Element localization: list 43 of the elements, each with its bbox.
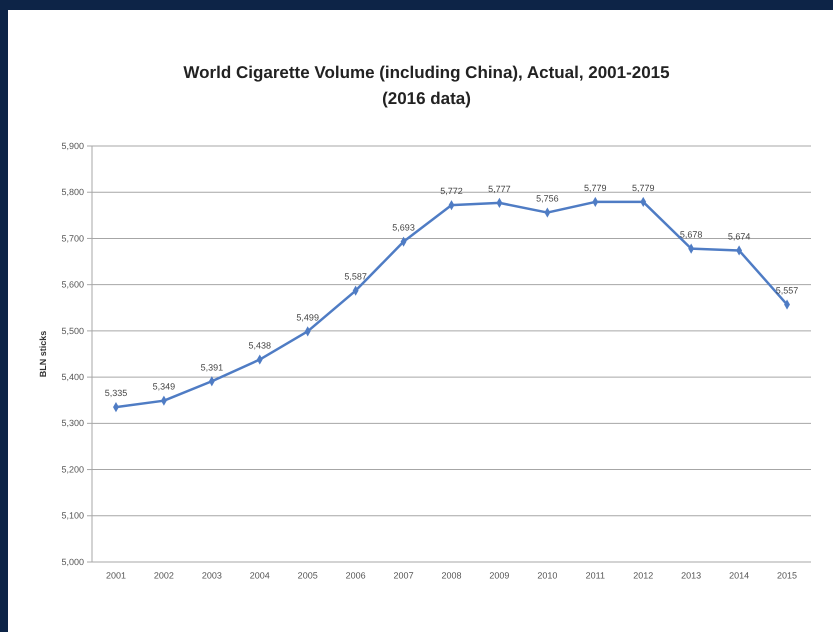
x-tick-label: 2014 (729, 570, 750, 580)
data-label: 5,779 (632, 182, 654, 193)
y-tick-label: 5,000 (61, 556, 84, 567)
chart-subtitle: (2016 data) (382, 89, 471, 108)
data-label: 5,587 (344, 272, 367, 282)
data-label: 5,438 (248, 340, 272, 351)
y-tick-label: 5,400 (61, 372, 84, 382)
x-tick-label: 2005 (298, 570, 318, 580)
x-tick-label: 2009 (489, 570, 510, 580)
y-tick-label: 5,500 (61, 326, 84, 336)
y-tick-label: 5,600 (61, 280, 84, 290)
x-tick-label: 2012 (633, 570, 654, 580)
data-label: 5,349 (152, 382, 176, 392)
x-tick-label: 2006 (346, 570, 366, 580)
x-tick-label: 2002 (154, 570, 174, 580)
x-tick-label: 2013 (681, 570, 702, 580)
y-tick-label: 5,200 (61, 464, 84, 474)
data-label: 5,557 (776, 286, 798, 296)
data-label: 5,777 (488, 184, 511, 194)
x-tick-label: 2015 (777, 570, 798, 580)
data-label: 5,391 (200, 362, 224, 372)
y-axis-title: BLN sticks (38, 330, 48, 378)
y-tick-label: 5,800 (61, 187, 84, 198)
x-tick-label: 2008 (441, 570, 462, 580)
data-label: 5,693 (392, 222, 415, 233)
data-label: 5,674 (728, 231, 750, 242)
data-label: 5,678 (680, 230, 702, 240)
x-tick-label: 2007 (394, 570, 414, 580)
x-tick-label: 2011 (586, 570, 605, 580)
y-tick-label: 5,700 (61, 233, 84, 244)
data-label: 5,499 (296, 312, 319, 322)
y-tick-label: 5,300 (61, 418, 84, 428)
x-tick-label: 2003 (202, 570, 222, 580)
x-tick-label: 2004 (250, 570, 270, 580)
data-label: 5,335 (104, 388, 128, 398)
x-tick-label: 2001 (106, 570, 126, 580)
data-label: 5,756 (536, 194, 559, 204)
x-tick-label: 2010 (537, 570, 558, 580)
y-tick-label: 5,100 (61, 510, 84, 521)
chart-title: World Cigarette Volume (including China), Actual, 2001-2015 (183, 63, 670, 82)
data-label: 5,779 (584, 182, 607, 193)
data-label: 5,772 (440, 186, 463, 196)
y-tick-label: 5,900 (61, 140, 84, 151)
